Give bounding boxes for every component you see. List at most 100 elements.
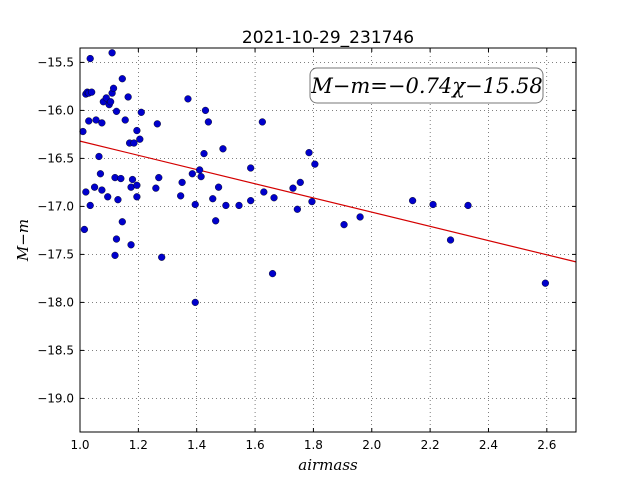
chart-title: 2021-10-29_231746 <box>242 28 414 48</box>
data-point <box>153 120 161 128</box>
data-point <box>293 205 301 213</box>
data-point <box>108 49 116 57</box>
x-tick-label: 1.4 <box>187 438 206 452</box>
data-point <box>107 98 115 106</box>
data-point <box>111 251 119 259</box>
data-point <box>219 145 227 153</box>
data-point <box>79 127 87 136</box>
data-point <box>289 184 297 192</box>
data-point <box>85 117 93 125</box>
x-tick-label: 2.0 <box>362 438 381 452</box>
x-tick-label: 1.6 <box>246 438 265 452</box>
data-point <box>196 166 204 174</box>
data-point <box>247 197 255 205</box>
y-tick-label: −16.5 <box>37 151 74 165</box>
data-point <box>429 200 437 209</box>
data-point <box>136 135 144 143</box>
data-point <box>118 75 126 83</box>
data-point <box>270 194 278 202</box>
data-point <box>92 116 100 124</box>
fit-line-group <box>79 140 577 263</box>
data-point <box>112 107 121 115</box>
data-point <box>260 188 268 196</box>
data-point <box>128 175 137 184</box>
data-point <box>340 221 348 229</box>
x-tick-label: 2.6 <box>537 438 556 452</box>
data-point <box>235 201 243 210</box>
data-point <box>409 197 417 205</box>
data-point <box>152 184 160 192</box>
data-point <box>191 200 199 209</box>
data-point <box>158 253 166 261</box>
data-point <box>137 108 145 116</box>
data-point <box>130 139 138 147</box>
data-point <box>121 116 129 124</box>
fit-equation-box: M−m=−0.74χ−15.58 <box>309 67 544 104</box>
data-point <box>124 93 132 101</box>
data-point <box>112 235 121 243</box>
fit-line <box>79 140 577 263</box>
data-point <box>118 218 126 226</box>
y-tick-label: −19.0 <box>37 391 74 405</box>
axis-ticks <box>79 48 576 432</box>
x-tick-label: 2.2 <box>421 438 440 452</box>
data-points <box>79 49 549 307</box>
data-point <box>247 164 255 172</box>
data-point <box>305 149 313 157</box>
y-tick-labels: −15.5 −16.0 −16.5 −17.0 −17.5 −18.0 −18.5 −19.0 <box>37 55 74 405</box>
data-point <box>200 150 208 158</box>
data-point <box>178 178 186 187</box>
y-tick-label: −17.5 <box>37 247 74 261</box>
y-tick-label: −18.0 <box>37 295 74 309</box>
data-point <box>95 152 103 161</box>
y-tick-label: −18.5 <box>37 343 74 357</box>
data-point <box>541 279 549 287</box>
y-tick-label: −17.0 <box>37 199 74 213</box>
data-point <box>197 173 205 181</box>
data-point <box>104 193 112 201</box>
data-point <box>86 201 94 210</box>
data-point <box>214 183 223 191</box>
data-point <box>201 106 210 115</box>
data-point <box>98 119 106 127</box>
data-point <box>191 298 199 307</box>
data-point <box>222 201 230 210</box>
y-axis-label: M−m <box>14 219 32 262</box>
data-point <box>311 160 319 168</box>
data-point <box>133 126 141 135</box>
plot-area-frame <box>79 47 577 433</box>
data-point <box>117 174 125 183</box>
x-tick-label: 1.0 <box>70 438 89 452</box>
data-point <box>155 174 163 182</box>
x-axis-label: airmass <box>298 456 358 474</box>
data-point <box>133 181 141 189</box>
data-point <box>204 118 212 126</box>
data-point <box>188 170 196 178</box>
data-point <box>133 193 141 201</box>
x-tick-labels: 1.0 1.2 1.4 1.6 1.8 2.0 2.2 2.4 2.6 <box>70 438 556 452</box>
data-point <box>258 118 266 126</box>
x-tick-label: 1.8 <box>304 438 323 452</box>
data-point <box>209 195 217 203</box>
data-point <box>88 88 96 96</box>
data-point <box>82 188 90 196</box>
data-point <box>80 225 88 234</box>
data-point <box>308 198 316 206</box>
y-tick-label: −15.5 <box>37 55 74 69</box>
data-point <box>177 192 185 200</box>
data-point <box>184 95 192 103</box>
y-tick-label: −16.0 <box>37 103 74 117</box>
x-tick-label: 2.4 <box>479 438 498 452</box>
data-point <box>268 270 277 278</box>
data-point <box>464 201 472 210</box>
data-point <box>127 241 135 249</box>
data-point <box>296 178 304 187</box>
data-point <box>356 213 364 221</box>
fit-equation-frame <box>309 67 544 104</box>
data-point <box>212 217 220 225</box>
data-point <box>96 170 105 178</box>
data-point <box>98 186 106 194</box>
fit-equation-text: M−m=−0.74χ−15.58 <box>310 74 542 98</box>
data-point <box>109 84 118 92</box>
